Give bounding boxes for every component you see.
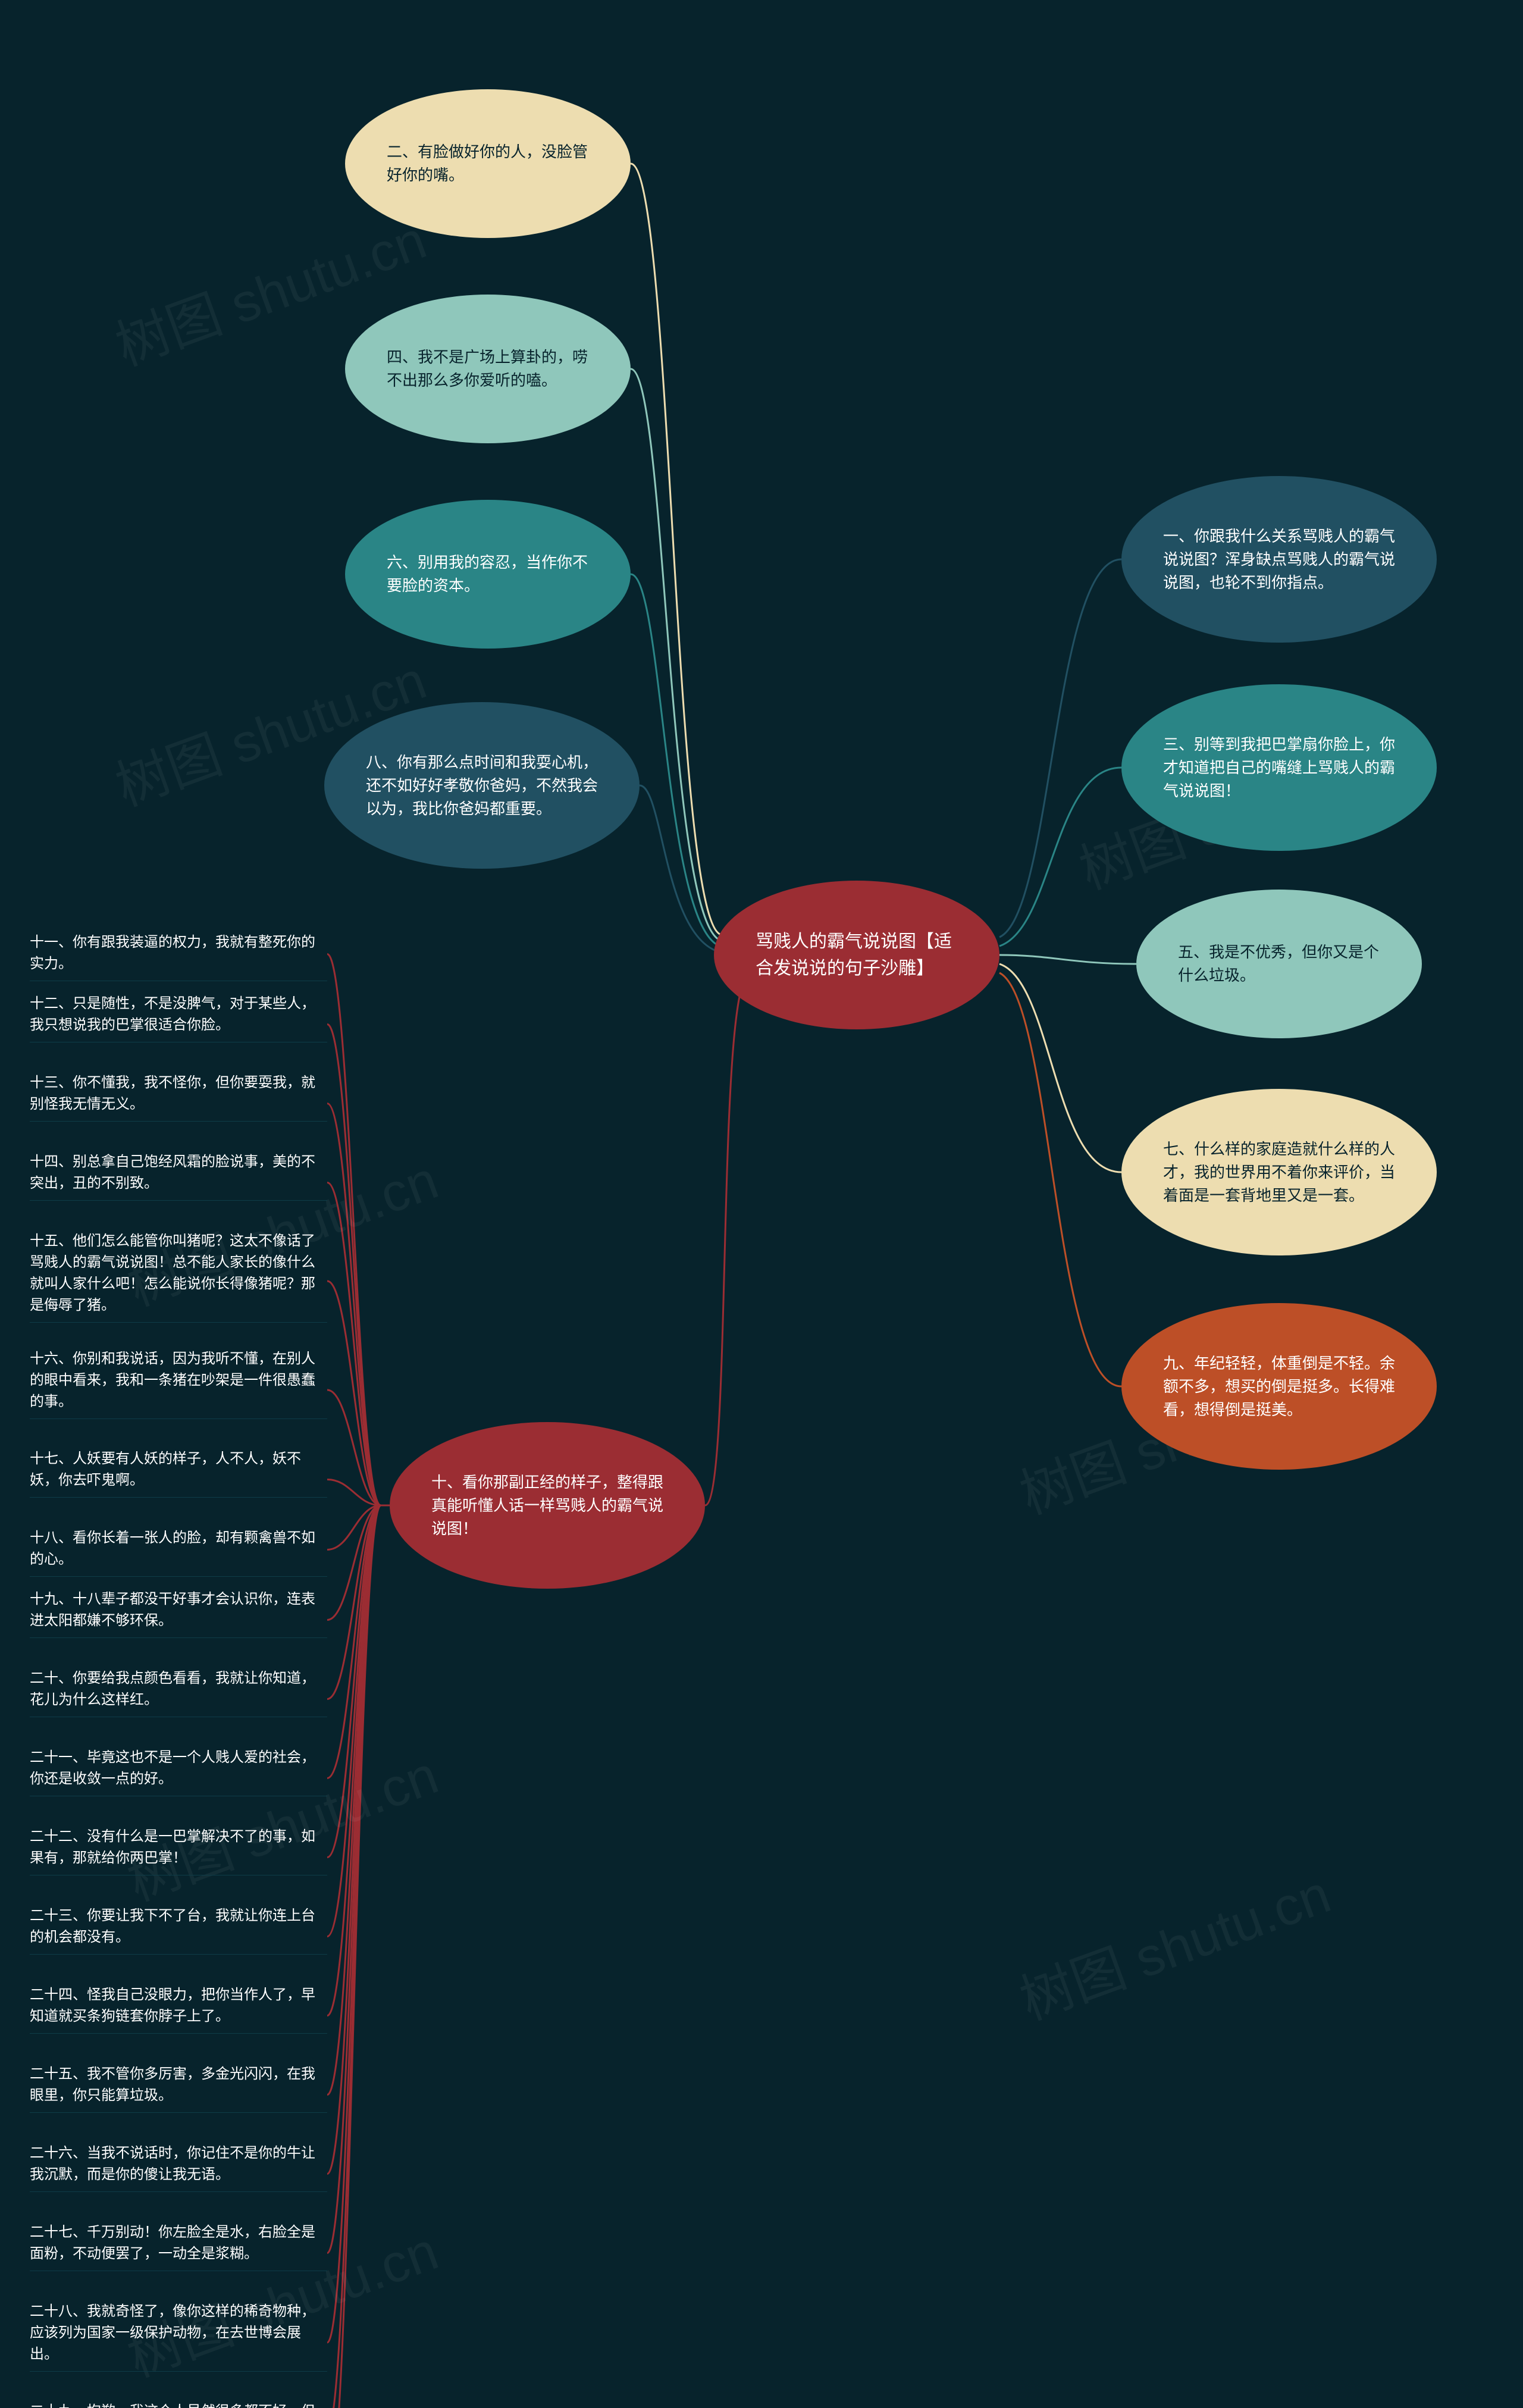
leaf-text-item[interactable]: 十七、人妖要有人妖的样子，人不人，妖不妖，你去吓鬼啊。 — [30, 1448, 327, 1498]
node-label: 一、你跟我什么关系骂贱人的霸气说说图？浑身缺点骂贱人的霸气说说图，也轮不到你指点… — [1163, 525, 1395, 594]
branch-node-right[interactable]: 九、年纪轻轻，体重倒是不轻。余额不多，想买的倒是挺多。长得难看，想得倒是挺美。 — [1121, 1303, 1437, 1470]
node-label: 骂贱人的霸气说说图【适合发说说的句子沙雕】 — [756, 928, 958, 982]
branch-node-left[interactable]: 二、有脸做好你的人，没脸管好你的嘴。 — [345, 89, 631, 238]
leaf-text-item[interactable]: 十三、你不懂我，我不怪你，但你要耍我，就别怪我无情无义。 — [30, 1072, 327, 1122]
node-label: 十、看你那副正经的样子，整得跟真能听懂人话一样骂贱人的霸气说说图！ — [431, 1471, 663, 1540]
node-label: 六、别用我的容忍，当作你不要脸的资本。 — [387, 551, 589, 597]
leaf-text-item[interactable]: 二十三、你要让我下不了台，我就让你连上台的机会都没有。 — [30, 1905, 327, 1955]
mindmap-stage: 树图 shutu.cn树图 shutu.cn树图 shutu.cn树图 shut… — [0, 0, 1523, 2408]
node-label: 三、别等到我把巴掌扇你脸上，你才知道把自己的嘴缝上骂贱人的霸气说说图！ — [1163, 733, 1395, 803]
root-node[interactable]: 骂贱人的霸气说说图【适合发说说的句子沙雕】 — [714, 881, 999, 1029]
branch-node-right[interactable]: 五、我是不优秀，但你又是个什么垃圾。 — [1136, 890, 1422, 1038]
leaf-text-item[interactable]: 二十六、当我不说话时，你记住不是你的牛让我沉默，而是你的傻让我无语。 — [30, 2143, 327, 2192]
leaf-text-item[interactable]: 二十一、毕竟这也不是一个人贱人爱的社会，你还是收敛一点的好。 — [30, 1747, 327, 1796]
node-label: 八、你有那么点时间和我耍心机，还不如好好孝敬你爸妈，不然我会以为，我比你爸妈都重… — [366, 751, 598, 821]
watermark-text: 树图 shutu.cn — [1008, 1851, 1339, 2035]
leaf-text-item[interactable]: 十六、你别和我说话，因为我听不懂，在别人的眼中看来，我和一条猪在吵架是一件很愚蠢… — [30, 1348, 327, 1419]
node-label: 四、我不是广场上算卦的，唠不出那么多你爱听的嗑。 — [387, 346, 589, 392]
node-label: 九、年纪轻轻，体重倒是不轻。余额不多，想买的倒是挺多。长得难看，想得倒是挺美。 — [1163, 1352, 1395, 1421]
branch-node-left[interactable]: 四、我不是广场上算卦的，唠不出那么多你爱听的嗑。 — [345, 295, 631, 443]
node-label: 七、什么样的家庭造就什么样的人才，我的世界用不着你来评价，当着面是一套背地里又是… — [1163, 1138, 1395, 1207]
branch-node-right[interactable]: 七、什么样的家庭造就什么样的人才，我的世界用不着你来评价，当着面是一套背地里又是… — [1121, 1089, 1437, 1255]
leaf-text-item[interactable]: 二十七、千万别动！你左脸全是水，右脸全是面粉，不动便罢了，一动全是浆糊。 — [30, 2222, 327, 2271]
leaf-text-item[interactable]: 十九、十八辈子都没干好事才会认识你，连表进太阳都嫌不够环保。 — [30, 1589, 327, 1638]
leaf-text-item[interactable]: 二十五、我不管你多厉害，多金光闪闪，在我眼里，你只能算垃圾。 — [30, 2063, 327, 2113]
leaf-text-item[interactable]: 二十、你要给我点颜色看看，我就让你知道，花儿为什么这样红。 — [30, 1668, 327, 1717]
leaf-text-item[interactable]: 二十九、抱歉，我这个人虽然很多都不好，但是不喜欢改这个习惯，我永远都不悔改。 — [30, 2401, 327, 2408]
branch-node-right[interactable]: 三、别等到我把巴掌扇你脸上，你才知道把自己的嘴缝上骂贱人的霸气说说图！ — [1121, 684, 1437, 851]
branch-node-left[interactable]: 十、看你那副正经的样子，整得跟真能听懂人话一样骂贱人的霸气说说图！ — [390, 1422, 705, 1589]
node-label: 二、有脸做好你的人，没脸管好你的嘴。 — [387, 140, 589, 187]
branch-node-left[interactable]: 六、别用我的容忍，当作你不要脸的资本。 — [345, 500, 631, 649]
leaf-text-item[interactable]: 十二、只是随性，不是没脾气，对于某些人，我只想说我的巴掌很适合你脸。 — [30, 993, 327, 1042]
leaf-text-item[interactable]: 十五、他们怎么能管你叫猪呢？这太不像话了骂贱人的霸气说说图！总不能人家长的像什么… — [30, 1230, 327, 1323]
node-label: 五、我是不优秀，但你又是个什么垃圾。 — [1178, 941, 1380, 987]
leaf-text-item[interactable]: 十八、看你长着一张人的脸，却有颗禽兽不如的心。 — [30, 1527, 327, 1577]
branch-node-left[interactable]: 八、你有那么点时间和我耍心机，还不如好好孝敬你爸妈，不然我会以为，我比你爸妈都重… — [324, 702, 640, 869]
leaf-text-item[interactable]: 二十八、我就奇怪了，像你这样的稀奇物种，应该列为国家一级保护动物，在去世博会展出… — [30, 2301, 327, 2372]
leaf-text-item[interactable]: 十四、别总拿自己饱经风霜的脸说事，美的不突出，丑的不别致。 — [30, 1151, 327, 1201]
leaf-text-item[interactable]: 十一、你有跟我装逼的权力，我就有整死你的实力。 — [30, 932, 327, 981]
branch-node-right[interactable]: 一、你跟我什么关系骂贱人的霸气说说图？浑身缺点骂贱人的霸气说说图，也轮不到你指点… — [1121, 476, 1437, 643]
leaf-text-item[interactable]: 二十二、没有什么是一巴掌解决不了的事，如果有，那就给你两巴掌！ — [30, 1826, 327, 1875]
leaf-text-item[interactable]: 二十四、怪我自己没眼力，把你当作人了，早知道就买条狗链套你脖子上了。 — [30, 1984, 327, 2034]
